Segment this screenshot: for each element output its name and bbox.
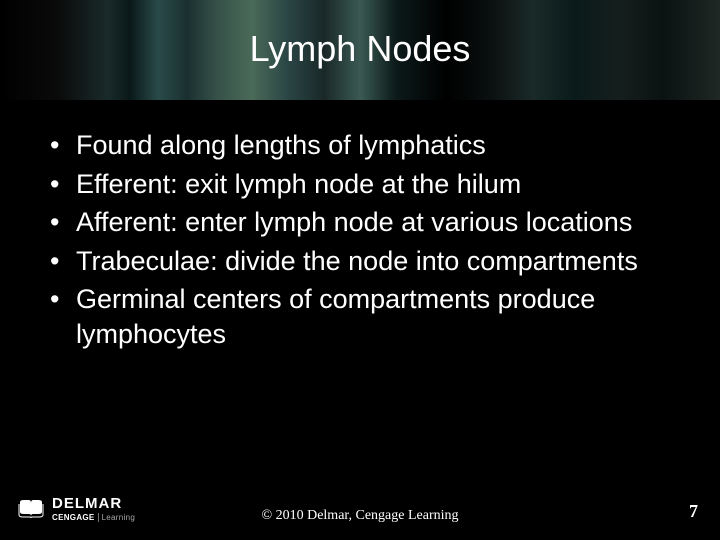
bullet-marker-icon: • bbox=[48, 167, 76, 202]
list-item: • Efferent: exit lymph node at the hilum bbox=[48, 167, 672, 202]
bullet-marker-icon: • bbox=[48, 244, 76, 279]
page-number: 7 bbox=[689, 501, 698, 522]
footer: DELMAR CENGAGE Learning © 2010 Delmar, C… bbox=[0, 480, 720, 540]
bullet-text: Efferent: exit lymph node at the hilum bbox=[76, 167, 521, 202]
list-item: • Trabeculae: divide the node into compa… bbox=[48, 244, 672, 279]
bullet-text: Trabeculae: divide the node into compart… bbox=[76, 244, 638, 279]
bullet-marker-icon: • bbox=[48, 282, 76, 317]
bullet-text: Germinal centers of compartments produce… bbox=[76, 282, 672, 351]
bullet-marker-icon: • bbox=[48, 205, 76, 240]
list-item: • Germinal centers of compartments produ… bbox=[48, 282, 672, 351]
bullet-marker-icon: • bbox=[48, 128, 76, 163]
list-item: • Afferent: enter lymph node at various … bbox=[48, 205, 672, 240]
bullet-text: Found along lengths of lymphatics bbox=[76, 128, 486, 163]
copyright-text: © 2010 Delmar, Cengage Learning bbox=[0, 508, 720, 524]
bullet-list: • Found along lengths of lymphatics • Ef… bbox=[48, 128, 672, 351]
slide-title: Lymph Nodes bbox=[0, 28, 720, 70]
list-item: • Found along lengths of lymphatics bbox=[48, 128, 672, 163]
content-area: • Found along lengths of lymphatics • Ef… bbox=[48, 128, 672, 355]
bullet-text: Afferent: enter lymph node at various lo… bbox=[76, 205, 632, 240]
